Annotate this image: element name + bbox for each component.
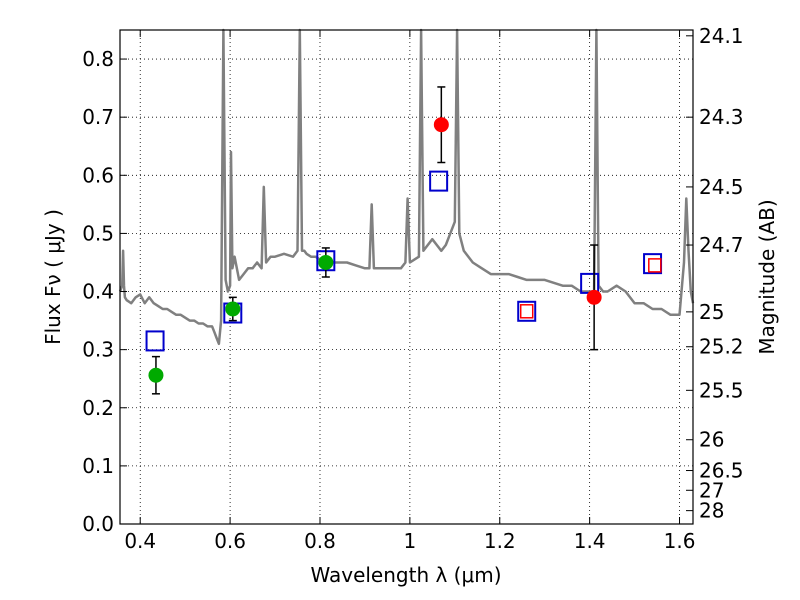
x-tick-label: 1.6	[664, 529, 696, 553]
upper-limit-square	[648, 258, 662, 273]
x-tick-label: 0.4	[124, 529, 156, 553]
plot-frame	[119, 29, 694, 525]
y-tick-label: 0.0	[82, 512, 114, 536]
observed-point	[433, 117, 449, 133]
upper-limit-square	[519, 304, 534, 319]
x-tick-label: 1.2	[484, 529, 516, 553]
observed-point	[225, 301, 241, 317]
y2-tick-label: 24.5	[699, 175, 744, 199]
y-tick-label: 0.2	[82, 396, 114, 420]
y-tick-label: 0.5	[82, 221, 114, 245]
y2-tick-label: 24.7	[699, 233, 744, 257]
y-tick-label: 0.3	[82, 338, 114, 362]
x-tick-label: 0.8	[304, 529, 336, 553]
grid	[120, 30, 693, 525]
model-square	[429, 170, 449, 192]
x-tick-label: 1	[404, 529, 417, 553]
x-tick-label: 0.6	[214, 529, 246, 553]
y2-tick-label: 26	[699, 428, 724, 452]
y2-tick-label: 24.3	[699, 105, 744, 129]
y2-tick-label: 27	[699, 478, 724, 502]
y2-tick-label: 25.5	[699, 378, 744, 402]
model-square	[145, 330, 165, 352]
axes: 0.4 0.6 0.8 1 1.2 1.4 1.6 0.0 0.1 0.2 0.3 0.4 0.5 0.6…	[82, 24, 743, 553]
x-axis-label: Wavelength λ (μm)	[310, 563, 501, 587]
y-tick-label: 0.4	[82, 280, 114, 304]
y2-tick-label: 26.5	[699, 459, 744, 483]
y-tick-label: 0.8	[82, 47, 114, 71]
y-tick-label: 0.6	[82, 163, 114, 187]
y-tick-label: 0.1	[82, 454, 114, 478]
spectrum-line	[118, 28, 695, 346]
x-tick-label: 1.4	[574, 529, 606, 553]
y2-axis-label: Magnitude (AB)	[755, 199, 779, 354]
observed-point	[148, 367, 164, 383]
observed-point	[318, 254, 334, 270]
y2-tick-label: 28	[699, 499, 724, 523]
series-layer	[118, 28, 695, 395]
y2-tick-label: 24.1	[699, 24, 744, 48]
observed-point	[586, 289, 602, 305]
y-axis-label: Flux Fν ( μJy )	[41, 209, 65, 345]
model-square	[517, 300, 537, 322]
model-square	[643, 253, 663, 275]
y2-tick-label: 25	[699, 300, 724, 324]
y2-tick-label: 25.2	[699, 335, 744, 359]
y-tick-label: 0.7	[82, 105, 114, 129]
